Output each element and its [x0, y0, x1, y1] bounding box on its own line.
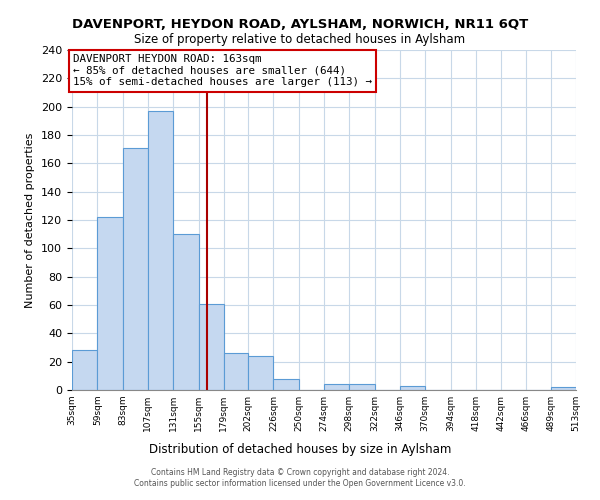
Bar — [173, 234, 199, 390]
Bar — [400, 386, 425, 390]
Bar — [324, 384, 349, 390]
Bar — [72, 350, 97, 390]
Bar — [148, 111, 173, 390]
Bar — [349, 384, 374, 390]
Text: Size of property relative to detached houses in Aylsham: Size of property relative to detached ho… — [134, 32, 466, 46]
Bar — [224, 353, 248, 390]
Text: DAVENPORT, HEYDON ROAD, AYLSHAM, NORWICH, NR11 6QT: DAVENPORT, HEYDON ROAD, AYLSHAM, NORWICH… — [72, 18, 528, 30]
Bar — [122, 148, 148, 390]
Bar — [248, 356, 274, 390]
Text: Contains HM Land Registry data © Crown copyright and database right 2024.
Contai: Contains HM Land Registry data © Crown c… — [134, 468, 466, 487]
Text: DAVENPORT HEYDON ROAD: 163sqm
← 85% of detached houses are smaller (644)
15% of : DAVENPORT HEYDON ROAD: 163sqm ← 85% of d… — [73, 54, 372, 88]
Text: Distribution of detached houses by size in Aylsham: Distribution of detached houses by size … — [149, 442, 451, 456]
Bar — [274, 378, 299, 390]
Bar — [97, 217, 122, 390]
Y-axis label: Number of detached properties: Number of detached properties — [25, 132, 35, 308]
Bar — [551, 387, 576, 390]
Bar — [199, 304, 224, 390]
